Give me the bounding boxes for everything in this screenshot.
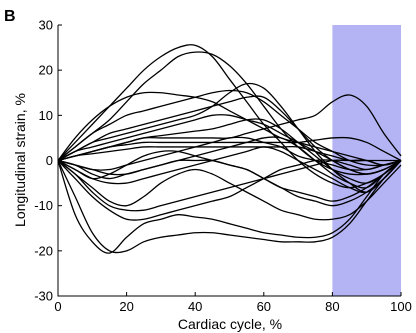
y-tick-label: 10 xyxy=(39,108,53,123)
series-line-7 xyxy=(57,114,402,175)
x-tick-label: 0 xyxy=(54,299,61,314)
x-tick-label: 40 xyxy=(188,299,202,314)
series-line-4 xyxy=(57,89,402,167)
series-line-6 xyxy=(57,82,402,193)
y-tick-label: 30 xyxy=(39,18,53,33)
y-axis-label: Longitudinal strain, % xyxy=(12,93,28,227)
series-line-10 xyxy=(57,136,402,162)
x-tick-label: 20 xyxy=(119,299,133,314)
series-line-19 xyxy=(57,159,402,221)
x-axis-label: Cardiac cycle, % xyxy=(178,316,282,332)
y-tick-label: -30 xyxy=(34,289,53,304)
x-tick-label: 60 xyxy=(257,299,271,314)
y-tick-label: 20 xyxy=(39,63,53,78)
series-line-17 xyxy=(57,159,402,221)
series-line-14 xyxy=(57,146,402,194)
series-line-16 xyxy=(57,150,402,207)
x-tick-label: 100 xyxy=(390,299,412,314)
y-tick-label: -20 xyxy=(34,243,53,258)
series-line-1 xyxy=(57,44,402,189)
ticks: 0 20 40 60 80 100 -30 -20 -10 0 10 20 30 xyxy=(34,18,412,315)
series-line-2 xyxy=(57,51,402,176)
series-line-21 xyxy=(57,159,402,254)
panel-letter: B xyxy=(4,8,16,25)
x-tick-label: 80 xyxy=(325,299,339,314)
series-line-18 xyxy=(57,159,402,212)
series-line-12 xyxy=(57,136,402,189)
series-line-20 xyxy=(57,160,402,254)
series-line-3 xyxy=(57,91,402,166)
y-tick-label: -10 xyxy=(34,198,53,213)
y-tick-label: 0 xyxy=(46,153,53,168)
curves xyxy=(57,44,402,254)
series-line-13 xyxy=(57,136,402,171)
